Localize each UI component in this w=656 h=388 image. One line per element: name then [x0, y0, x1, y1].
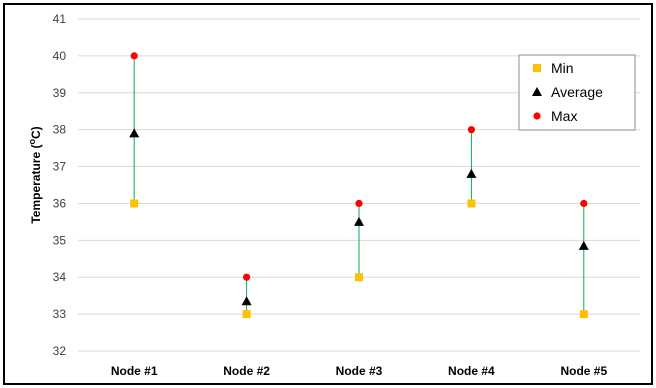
- legend-label: Average: [551, 84, 603, 100]
- max-point: [467, 126, 475, 134]
- max-point: [355, 199, 363, 208]
- legend-label: Min: [551, 60, 574, 76]
- average-point: [354, 216, 364, 226]
- y-tick-label: 36: [53, 196, 67, 210]
- x-category-label: Node #3: [336, 364, 383, 378]
- average-point: [466, 168, 477, 178]
- y-axis-title: Temperature (oC): [27, 126, 43, 223]
- min-point: [242, 310, 251, 319]
- y-axis-ticks: 32 33 34 35 36 37 38 39 40 41: [53, 12, 67, 358]
- min-point: [467, 199, 476, 208]
- y-tick-label: 34: [53, 270, 67, 284]
- max-point: [130, 52, 138, 60]
- y-tick-label: 33: [53, 307, 67, 321]
- x-category-label: Node #4: [448, 364, 495, 378]
- legend-marker-max: [533, 112, 541, 120]
- x-category-label: Node #1: [111, 364, 158, 378]
- min-point: [579, 310, 588, 319]
- y-tick-label: 32: [53, 344, 67, 358]
- legend: Min Average Max: [518, 54, 636, 131]
- min-point: [355, 273, 363, 282]
- y-tick-label: 35: [53, 233, 67, 247]
- y-tick-label: 40: [53, 49, 67, 63]
- y-tick-label: 37: [53, 160, 67, 174]
- x-category-label: Node #2: [223, 364, 270, 378]
- x-axis-categories: Node #1 Node #2 Node #3 Node #4 Node #5: [111, 364, 608, 378]
- y-tick-label: 38: [53, 123, 67, 137]
- x-category-label: Node #5: [560, 364, 607, 378]
- y-tick-label: 41: [53, 12, 67, 26]
- average-point: [129, 128, 140, 138]
- legend-marker-average: [532, 87, 542, 96]
- max-point: [580, 199, 588, 208]
- min-point: [130, 199, 139, 208]
- max-point: [243, 273, 251, 281]
- y-tick-label: 39: [53, 86, 67, 100]
- legend-label: Max: [551, 108, 577, 124]
- average-point: [578, 240, 589, 250]
- data-markers: [129, 52, 589, 319]
- average-point: [241, 296, 252, 306]
- legend-marker-min: [533, 64, 541, 72]
